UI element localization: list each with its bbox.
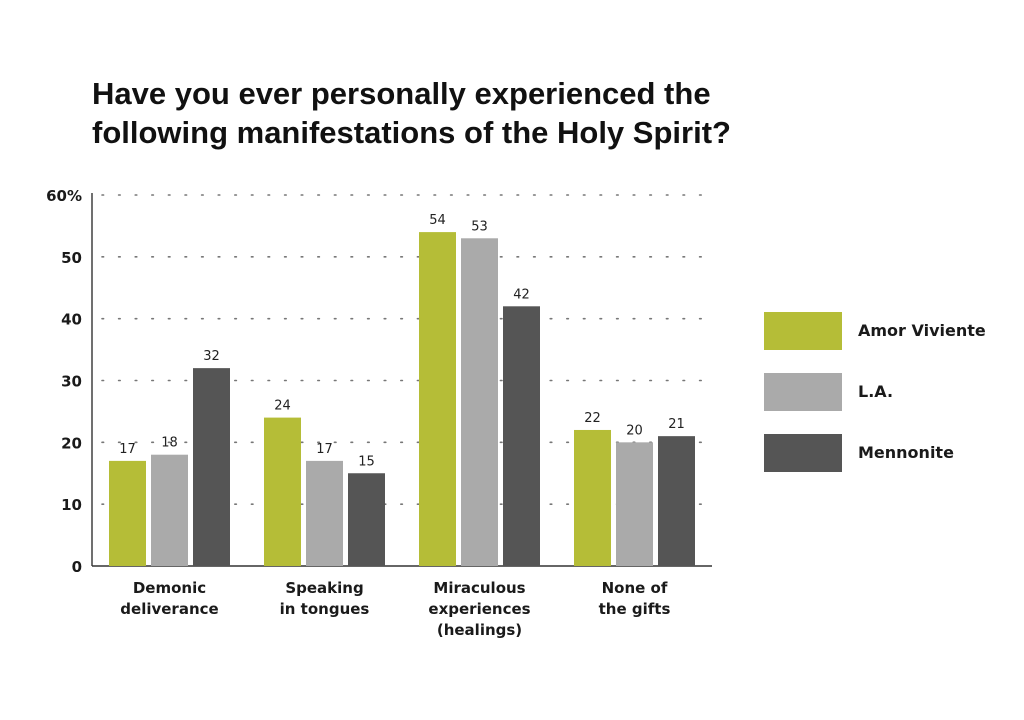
x-tick-label: Demonic bbox=[133, 579, 206, 597]
bar bbox=[348, 473, 385, 566]
data-label: 20 bbox=[626, 423, 643, 438]
legend-label: L.A. bbox=[858, 382, 894, 401]
chart-title-line-2: following manifestations of the Holy Spi… bbox=[92, 115, 731, 150]
x-tick-label: None of bbox=[602, 579, 668, 597]
legend-label: Mennonite bbox=[858, 443, 954, 462]
data-label: 17 bbox=[316, 442, 333, 457]
bar bbox=[193, 368, 230, 566]
y-tick-label: 40 bbox=[61, 311, 82, 329]
x-tick-label: Speaking bbox=[285, 579, 363, 597]
data-label: 15 bbox=[358, 454, 375, 469]
data-label: 32 bbox=[203, 349, 220, 364]
y-tick-label: 30 bbox=[61, 373, 82, 391]
y-tick-label: 0 bbox=[72, 558, 82, 576]
y-tick-label: 10 bbox=[61, 496, 82, 514]
bar bbox=[574, 429, 611, 566]
legend-swatch bbox=[764, 373, 842, 411]
data-label: 54 bbox=[429, 213, 446, 228]
data-label: 18 bbox=[161, 436, 178, 451]
x-tick-label: Miraculous bbox=[433, 579, 525, 597]
bar bbox=[419, 232, 456, 566]
y-tick-label: 60% bbox=[46, 187, 82, 205]
x-tick-label: (healings) bbox=[437, 621, 522, 639]
x-tick-label: in tongues bbox=[280, 600, 370, 618]
legend-swatch bbox=[764, 434, 842, 472]
bar bbox=[306, 460, 343, 566]
bar bbox=[109, 460, 146, 566]
data-label: 21 bbox=[668, 417, 685, 432]
y-tick-label: 20 bbox=[61, 434, 82, 452]
bar bbox=[616, 442, 653, 566]
chart-title-line-1: Have you ever personally experienced the bbox=[92, 76, 711, 111]
data-label: 42 bbox=[513, 287, 530, 302]
legend-label: Amor Viviente bbox=[858, 321, 986, 340]
data-label: 24 bbox=[274, 399, 291, 414]
data-label: 22 bbox=[584, 411, 601, 426]
y-tick-label: 50 bbox=[61, 249, 82, 267]
data-label: 53 bbox=[471, 219, 488, 234]
bar bbox=[658, 436, 695, 566]
data-label: 17 bbox=[119, 442, 136, 457]
x-tick-label: experiences bbox=[428, 600, 530, 618]
bar bbox=[151, 454, 188, 566]
x-tick-label: deliverance bbox=[120, 600, 218, 618]
legend-swatch bbox=[764, 312, 842, 350]
bar bbox=[461, 238, 498, 567]
x-tick-label: the gifts bbox=[599, 600, 671, 618]
bar bbox=[264, 417, 301, 566]
chart-title: Have you ever personally experienced the… bbox=[92, 74, 892, 152]
bar bbox=[503, 306, 540, 566]
